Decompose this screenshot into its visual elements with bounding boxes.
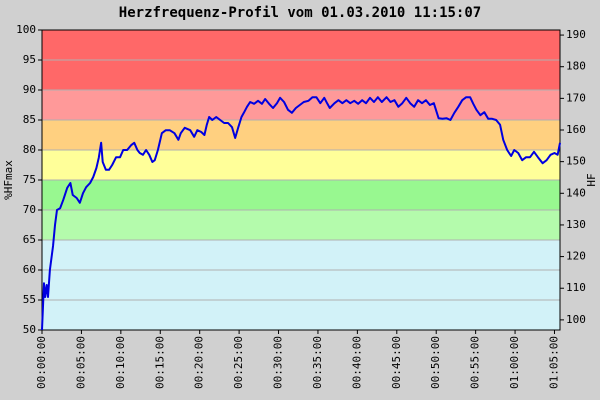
x-tick-label: 00:35:00 — [311, 336, 324, 389]
y-tick-label: 90 — [23, 83, 36, 96]
y-tick-label: 70 — [23, 203, 36, 216]
y2-tick-label: 180 — [566, 60, 586, 73]
x-tick-label: 00:40:00 — [350, 336, 363, 389]
y-tick-label: 95 — [23, 53, 36, 66]
x-tick-label: 00:45:00 — [390, 336, 403, 389]
chart-title: Herzfrequenz-Profil vom 01.03.2010 11:15… — [119, 5, 481, 21]
y-tick-label: 100 — [16, 23, 36, 36]
x-tick-label: 00:15:00 — [153, 336, 166, 389]
x-tick-label: 00:10:00 — [114, 336, 127, 389]
x-tick-label: 00:30:00 — [272, 336, 285, 389]
y-axis-title: %HFmax — [2, 160, 15, 200]
y-tick-label: 55 — [23, 293, 36, 306]
x-tick-label: 01:00:00 — [508, 336, 521, 389]
plot-border — [41, 29, 561, 331]
x-tick-label: 00:05:00 — [74, 336, 87, 389]
y2-tick-label: 170 — [566, 91, 586, 104]
y2-tick-label: 130 — [566, 218, 586, 231]
y2-tick-label: 190 — [566, 28, 586, 41]
line-series — [41, 96, 561, 331]
y2-tick-label: 100 — [566, 313, 586, 326]
x-tick-label: 00:25:00 — [232, 336, 245, 389]
x-tick-label: 00:20:00 — [193, 336, 206, 389]
zone-band — [42, 180, 560, 210]
y-tick-label: 65 — [23, 233, 36, 246]
y2-tick-label: 160 — [566, 123, 586, 136]
y-tick-label: 85 — [23, 113, 36, 126]
y-tick-label: 50 — [23, 323, 36, 336]
x-tick-label: 00:00:00 — [35, 336, 48, 389]
zone-band — [42, 210, 560, 240]
y2-tick-label: 110 — [566, 281, 586, 294]
y2-tick-label: 150 — [566, 155, 586, 168]
zone-band — [42, 240, 560, 330]
y2-axis-title: HF — [585, 173, 598, 186]
x-tick-label: 00:55:00 — [469, 336, 482, 389]
y-tick-label: 75 — [23, 173, 36, 186]
y2-tick-label: 120 — [566, 250, 586, 263]
y2-tick-label: 140 — [566, 186, 586, 199]
y-tick-label: 80 — [23, 143, 36, 156]
x-tick-label: 00:50:00 — [429, 336, 442, 389]
zone-band — [42, 120, 560, 150]
zone-band — [42, 150, 560, 180]
y-tick-label: 60 — [23, 263, 36, 276]
x-tick-label: 01:05:00 — [547, 336, 560, 389]
